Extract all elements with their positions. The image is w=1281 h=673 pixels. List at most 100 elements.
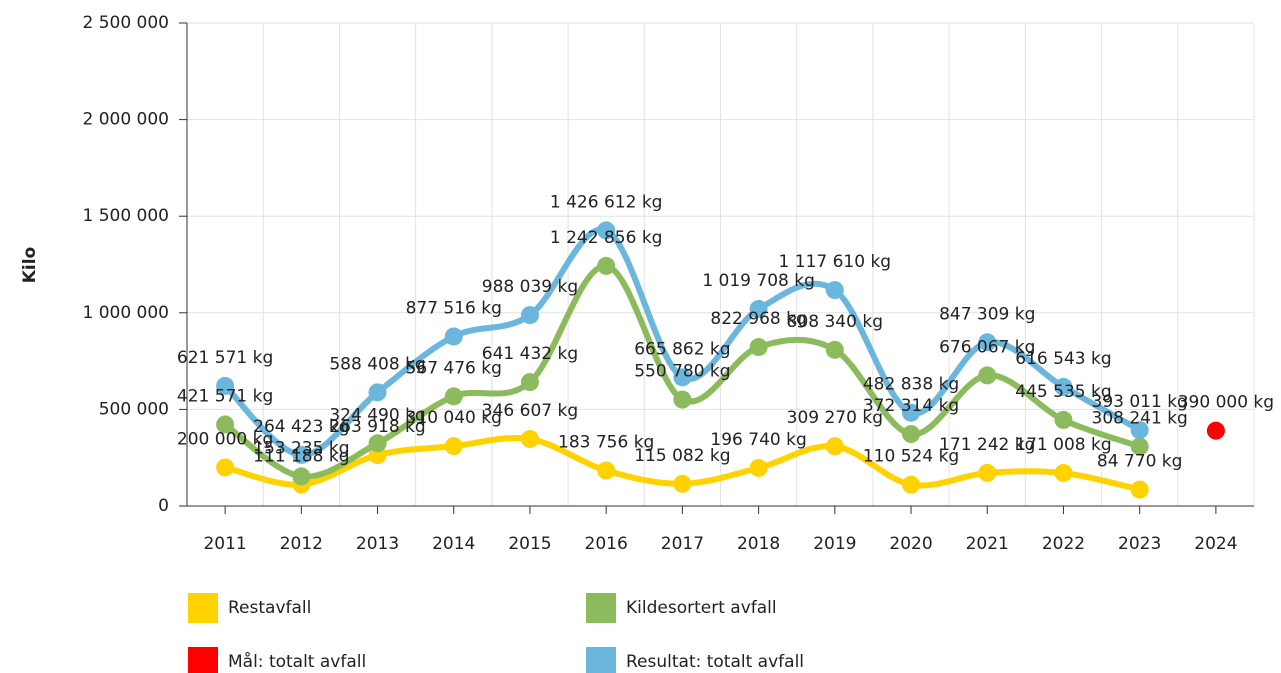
data-label: 308 241 kg (1092, 408, 1188, 428)
data-point (673, 474, 692, 493)
data-label: 482 838 kg (863, 375, 959, 395)
data-point (444, 437, 463, 456)
data-label: 346 607 kg (482, 401, 578, 421)
data-label: 822 968 kg (710, 309, 806, 329)
data-point (978, 366, 997, 385)
data-point (1206, 421, 1225, 440)
y-tick-label: 2 500 000 (82, 13, 169, 33)
data-label: 665 862 kg (634, 339, 730, 359)
x-tick-label: 2020 (889, 534, 932, 554)
data-label: 264 423 kg (253, 417, 349, 437)
data-point (902, 475, 921, 494)
data-point (1054, 410, 1073, 429)
data-label: 847 309 kg (939, 304, 1035, 324)
x-tick-label: 2023 (1118, 534, 1161, 554)
data-point (1054, 463, 1073, 482)
data-point (597, 461, 616, 480)
legend-label: Kildesortert avfall (626, 598, 777, 618)
data-point (749, 338, 768, 357)
x-tick-label: 2017 (661, 534, 704, 554)
data-label: 84 770 kg (1097, 452, 1183, 472)
x-tick-label: 2019 (813, 534, 856, 554)
y-axis-label: Kilo (20, 247, 40, 284)
data-point (216, 376, 235, 395)
data-point (444, 387, 463, 406)
data-point (673, 368, 692, 387)
legend-label: Mål: totalt avfall (228, 651, 366, 672)
x-tick-label: 2022 (1042, 534, 1085, 554)
x-tick-label: 2013 (356, 534, 399, 554)
data-point (292, 467, 311, 486)
data-label: 263 918 kg (329, 417, 425, 437)
legend-swatch (586, 647, 616, 673)
data-point (444, 327, 463, 346)
data-label: 621 571 kg (177, 348, 273, 368)
legend-label: Restavfall (228, 598, 311, 618)
data-label: 196 740 kg (710, 430, 806, 450)
data-label: 372 314 kg (863, 396, 959, 416)
data-label: 1 426 612 kg (550, 192, 663, 212)
data-label: 616 543 kg (1015, 349, 1111, 369)
x-tick-label: 2014 (432, 534, 475, 554)
data-point (902, 403, 921, 422)
data-point (673, 390, 692, 409)
data-point (825, 281, 844, 300)
y-tick-label: 1 500 000 (82, 206, 169, 226)
data-point (902, 425, 921, 444)
data-point (216, 458, 235, 477)
data-label: 310 040 kg (406, 408, 502, 428)
data-label: 390 000 kg (1178, 393, 1274, 413)
y-tick-label: 1 000 000 (82, 303, 169, 323)
data-point (825, 340, 844, 359)
legend-swatch (188, 647, 218, 673)
data-label: 153 235 kg (253, 438, 349, 458)
data-point (749, 299, 768, 318)
data-point (368, 383, 387, 402)
data-label: 550 780 kg (634, 362, 730, 382)
x-tick-label: 2011 (203, 534, 246, 554)
data-label: 588 408 kg (329, 354, 425, 374)
data-point (978, 333, 997, 352)
data-label: 877 516 kg (406, 298, 502, 318)
legend-swatch (586, 593, 616, 623)
data-label: 183 756 kg (558, 432, 654, 452)
data-label: 324 490 kg (329, 405, 425, 425)
data-point (1130, 437, 1149, 456)
data-label: 200 000 kg (177, 429, 273, 449)
data-point (825, 437, 844, 456)
data-label: 1 242 856 kg (550, 228, 663, 248)
data-label: 110 524 kg (863, 447, 959, 467)
data-point (1130, 480, 1149, 499)
data-label: 988 039 kg (482, 277, 578, 297)
data-label: 641 432 kg (482, 344, 578, 364)
data-label: 808 340 kg (787, 312, 883, 332)
data-label: 111 188 kg (253, 447, 349, 467)
data-label: 393 011 kg (1092, 392, 1188, 412)
x-tick-label: 2018 (737, 534, 780, 554)
data-label: 421 571 kg (177, 387, 273, 407)
data-point (520, 306, 539, 325)
legend-label: Resultat: totalt avfall (626, 652, 804, 672)
data-label: 171 242 kg (939, 435, 1035, 455)
data-point (520, 430, 539, 449)
data-point (292, 445, 311, 464)
x-tick-label: 2012 (280, 534, 323, 554)
data-label: 445 535 kg (1015, 382, 1111, 402)
data-label: 309 270 kg (787, 408, 883, 428)
data-point (216, 415, 235, 434)
data-label: 1 019 708 kg (702, 271, 815, 291)
y-tick-label: 0 (158, 496, 169, 516)
data-label: 115 082 kg (634, 446, 730, 466)
x-tick-label: 2015 (508, 534, 551, 554)
legend-swatch (188, 593, 218, 623)
x-tick-label: 2024 (1194, 534, 1237, 554)
data-label: 171 008 kg (1015, 435, 1111, 455)
data-label: 676 067 kg (939, 337, 1035, 357)
data-point (1130, 421, 1149, 440)
data-point (368, 434, 387, 453)
data-label: 1 117 610 kg (779, 252, 892, 272)
data-point (597, 256, 616, 275)
data-point (749, 458, 768, 477)
data-point (597, 221, 616, 240)
